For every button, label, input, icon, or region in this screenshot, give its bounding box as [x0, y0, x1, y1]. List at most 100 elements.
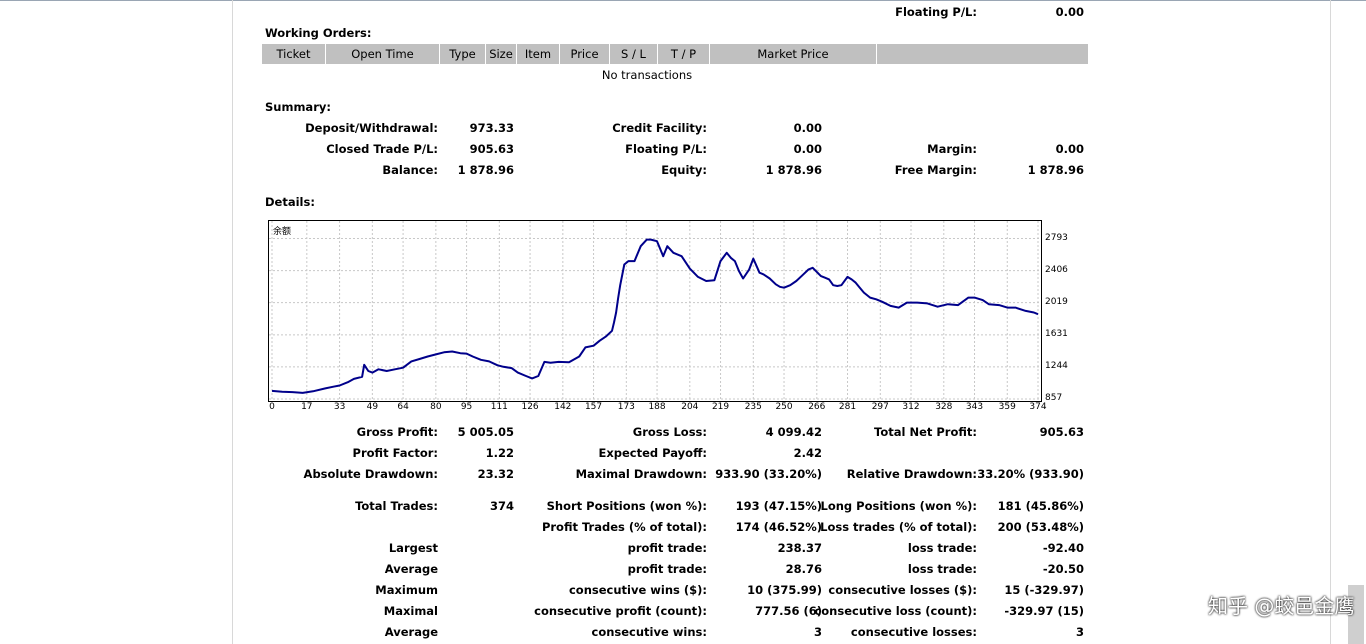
avg-consecutive-losses-label: consecutive losses:: [850, 625, 977, 639]
long-positions-value: 181 (45.86%): [997, 499, 1084, 513]
credit-value: 0.00: [793, 121, 822, 135]
x-tick-label: 266: [808, 402, 826, 412]
largest-profit-value: 238.37: [777, 541, 822, 555]
top-floating-value: 0.00: [1055, 5, 1084, 19]
loss-trades-label: Loss trades (% of total):: [820, 520, 977, 534]
x-tick-label: 281: [838, 402, 857, 412]
consecutive-losses-value: 15 (-329.97): [1004, 583, 1084, 597]
avg-consecutive-wins-label: consecutive wins:: [591, 625, 708, 639]
balance-chart-plot: [269, 221, 1041, 401]
y-tick-label: 857: [1045, 393, 1063, 403]
consecutive-losses-label: consecutive losses ($):: [828, 583, 977, 597]
margin-label: Margin:: [927, 142, 977, 156]
x-tick-label: 374: [1029, 402, 1047, 412]
deposit-value: 973.33: [469, 121, 514, 135]
absolute-drawdown-value: 23.32: [477, 467, 514, 481]
y-tick-label: 2793: [1045, 232, 1068, 243]
avg-consecutive-losses-value: 3: [1075, 625, 1084, 639]
working-orders-title: Working Orders:: [265, 26, 372, 40]
profit-factor-label: Profit Factor:: [352, 446, 438, 460]
maximal-drawdown-value: 933.90 (33.20%): [715, 467, 822, 481]
watermark-text: 知乎 @蛟邑金鹰: [1208, 594, 1355, 618]
free-margin-value: 1 878.96: [1027, 163, 1084, 177]
average-loss-label: loss trade:: [907, 562, 977, 576]
x-tick-label: 219: [711, 402, 730, 412]
x-tick-label: 49: [366, 402, 379, 412]
col-open-time: Open Time: [326, 44, 440, 64]
consecutive-wins-label: consecutive wins ($):: [568, 583, 707, 597]
balance-series-line: [271, 238, 1039, 394]
x-tick-label: 64: [397, 402, 409, 412]
relative-drawdown-label: Relative Drawdown:: [846, 467, 977, 481]
consecutive-profit-label: consecutive profit (count):: [534, 604, 707, 618]
average-profit-value: 28.76: [785, 562, 822, 576]
col-ticket: Ticket: [262, 44, 326, 64]
expected-payoff-label: Expected Payoff:: [598, 446, 708, 460]
largest-profit-label: profit trade:: [627, 541, 707, 555]
details-title: Details:: [265, 195, 315, 209]
x-tick-label: 95: [460, 402, 473, 412]
report-right-border: [1330, 0, 1331, 644]
x-tick-label: 126: [521, 402, 539, 412]
y-tick-label: 1244: [1045, 360, 1068, 371]
total-net-profit-value: 905.63: [1039, 425, 1084, 439]
x-tick-label: 111: [490, 402, 508, 412]
balance-label: Balance:: [382, 163, 438, 177]
col-type: Type: [440, 44, 486, 64]
consecutive-loss-value: -329.97 (15): [1004, 604, 1084, 618]
x-tick-label: 17: [301, 402, 313, 412]
top-floating-label: Floating P/L:: [895, 5, 977, 19]
x-tick-label: 142: [554, 402, 572, 412]
y-tick-label: 2406: [1045, 264, 1068, 275]
x-tick-label: 33: [333, 402, 346, 412]
relative-drawdown-value: 33.20% (933.90): [977, 467, 1084, 481]
credit-label: Credit Facility:: [612, 121, 707, 135]
equity-value: 1 878.96: [765, 163, 822, 177]
margin-value: 0.00: [1055, 142, 1084, 156]
floating-pl-label: Floating P/L:: [625, 142, 707, 156]
average-consecutive-label: Average: [384, 625, 438, 639]
total-net-profit-label: Total Net Profit:: [874, 425, 977, 439]
total-trades-label: Total Trades:: [355, 499, 438, 513]
x-tick-label: 328: [935, 402, 953, 412]
col-size: Size: [486, 44, 517, 64]
chart-title: 余额: [273, 227, 292, 237]
long-positions-label: Long Positions (won %):: [820, 499, 978, 513]
x-tick-label: 235: [744, 402, 762, 412]
loss-trades-value: 200 (53.48%): [997, 520, 1084, 534]
consecutive-loss-label: consecutive loss (count):: [814, 604, 977, 618]
x-tick-label: 0: [269, 402, 275, 412]
x-tick-label: 297: [871, 402, 889, 412]
absolute-drawdown-label: Absolute Drawdown:: [303, 467, 438, 481]
expected-payoff-value: 2.42: [793, 446, 822, 460]
no-transactions-text: No transactions: [601, 68, 693, 82]
scrollbar-thumb[interactable]: [1348, 585, 1364, 644]
col-market-price: Market Price: [710, 44, 877, 64]
maximal-drawdown-label: Maximal Drawdown:: [575, 467, 707, 481]
profit-trades-value: 174 (46.52%): [735, 520, 822, 534]
report-left-border: [232, 0, 233, 644]
y-tick-label: 1631: [1045, 328, 1068, 339]
floating-pl-value: 0.00: [793, 142, 822, 156]
x-tick-label: 204: [681, 402, 699, 412]
col-price: Price: [560, 44, 610, 64]
col-tp: T / P: [658, 44, 710, 64]
deposit-label: Deposit/Withdrawal:: [305, 121, 438, 135]
balance-chart: 余额: [268, 220, 1042, 402]
profit-trades-label: Profit Trades (% of total):: [541, 520, 707, 534]
x-tick-label: 312: [902, 402, 920, 412]
largest-loss-value: -92.40: [1042, 541, 1084, 555]
average-label: Average: [384, 562, 438, 576]
y-tick-label: 2019: [1045, 296, 1068, 307]
x-tick-label: 157: [584, 402, 603, 412]
short-positions-value: 193 (47.15%): [735, 499, 822, 513]
col-sl: S / L: [610, 44, 658, 64]
gross-loss-value: 4 099.42: [765, 425, 822, 439]
average-profit-label: profit trade:: [627, 562, 707, 576]
consecutive-wins-value: 10 (375.99): [747, 583, 822, 597]
average-loss-value: -20.50: [1042, 562, 1084, 576]
largest-loss-label: loss trade:: [907, 541, 977, 555]
free-margin-label: Free Margin:: [894, 163, 977, 177]
maximal-label: Maximal: [383, 604, 438, 618]
window-top-border: [0, 0, 1366, 1]
